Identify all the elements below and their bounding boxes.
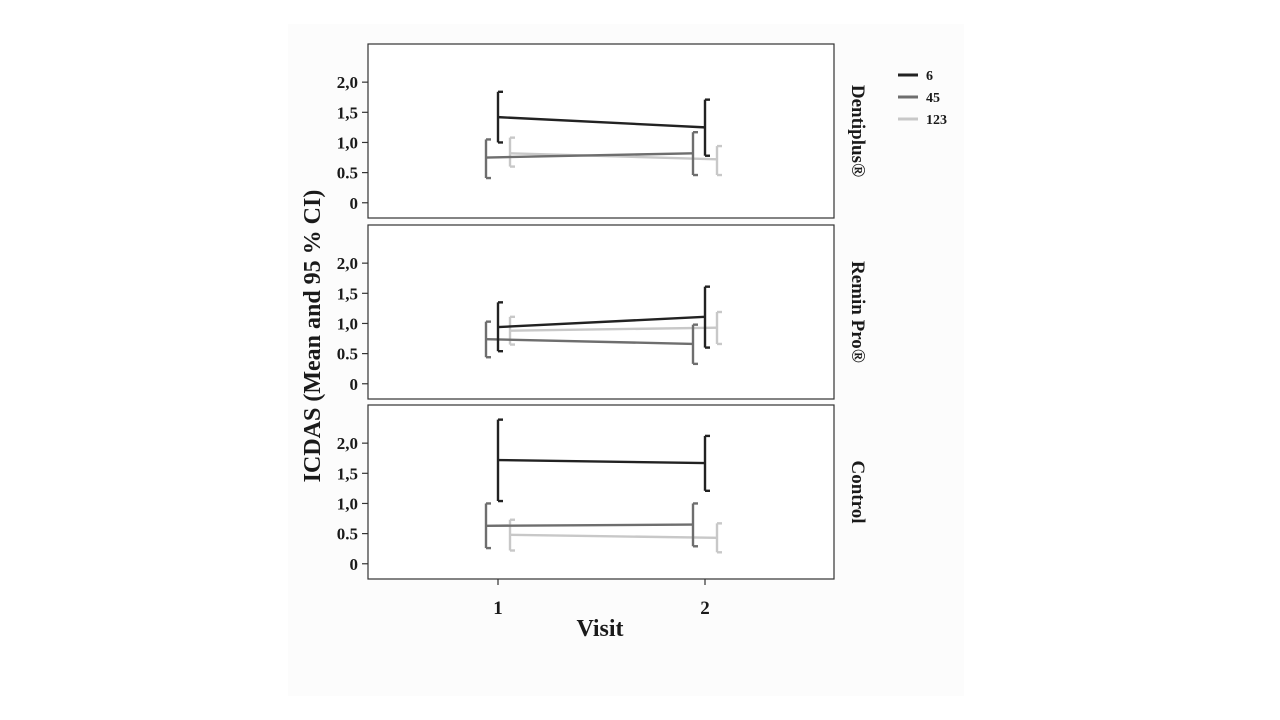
x-tick-label: 2 [700,598,710,619]
series-45 [484,502,698,550]
panel-1: 0 0.5 1,0 1,5 2,0 Remin Pro® [337,224,868,400]
series-45 [484,131,698,180]
panel-0: 0 0.5 1,0 1,5 2,0 Dentiplus® [337,43,868,219]
legend-item: 45 [898,91,940,106]
series-line [509,152,718,161]
error-bar [691,323,698,366]
y-tick-label: 1,5 [337,284,358,303]
series-line [497,315,706,329]
y-tick-label: 0.5 [337,345,358,364]
error-bar [496,90,503,144]
y-tick-label: 2,0 [337,254,358,273]
y-tick-label: 0.5 [337,525,358,544]
series-line [497,458,706,465]
legend-item: 6 [898,69,933,84]
facet-label: Control [847,461,868,524]
error-bar [703,285,710,349]
y-tick-label: 2,0 [337,73,358,92]
facet-label: Dentiplus® [847,85,868,177]
y-tick-label: 2,0 [337,434,358,453]
legend: 6 45 123 [898,69,947,128]
y-tick-label: 0 [350,555,359,574]
panel-frame [367,43,835,219]
error-bar [484,138,491,180]
panels-layer: 0 0.5 1,0 1,5 2,0 Dentiplus® 0 0.5 1,0 1,5 2,0 Remi… [337,43,868,619]
series-6 [496,285,710,353]
facet-label: Remin Pro® [847,261,868,363]
y-tick-label: 0.5 [337,164,358,183]
chart-figure: 0 0.5 1,0 1,5 2,0 Dentiplus® 0 0.5 1,0 1,5 2,0 Remi… [288,24,964,696]
chart-svg: 0 0.5 1,0 1,5 2,0 Dentiplus® 0 0.5 1,0 1,5 2,0 Remi… [300,43,947,642]
panel-frame [367,224,835,400]
error-bar [691,131,698,177]
y-tick-label: 1,5 [337,103,358,122]
series-line [485,523,694,527]
error-bar [496,418,503,503]
error-bar [715,522,722,554]
series-123 [508,136,722,177]
series-line [509,533,718,540]
series-123 [508,518,722,554]
y-tick-label: 1,0 [337,133,358,152]
series-6 [496,418,710,503]
error-bar [496,301,503,353]
series-45 [484,320,698,366]
legend-item: 123 [898,113,947,128]
error-bar [484,320,491,359]
legend-label: 6 [926,69,933,84]
x-tick-label: 1 [493,598,503,619]
y-tick-label: 1,0 [337,494,358,513]
y-tick-label: 0 [350,194,359,213]
series-6 [496,90,710,157]
panel-frame [367,404,835,580]
legend-label: 45 [926,91,940,106]
legend-label: 123 [926,113,947,128]
series-line [509,326,718,332]
error-bar [715,310,722,346]
error-bar [508,136,515,168]
error-bar [715,144,722,177]
y-tick-label: 0 [350,375,359,394]
x-axis-label: Visit [576,616,623,642]
axis-layer: ICDAS (Mean and 95 % CI) Visit [300,190,624,642]
series-line [485,152,694,159]
error-bar [484,502,491,550]
error-bar [703,98,710,157]
y-tick-label: 1,5 [337,464,358,483]
panel-2: 0 0.5 1,0 1,5 2,0 Control [337,404,868,580]
error-bar [703,434,710,492]
series-line [485,337,694,346]
error-bar [691,502,698,548]
series-line [497,115,706,129]
y-tick-label: 1,0 [337,314,358,333]
y-axis-label: ICDAS (Mean and 95 % CI) [300,190,326,483]
